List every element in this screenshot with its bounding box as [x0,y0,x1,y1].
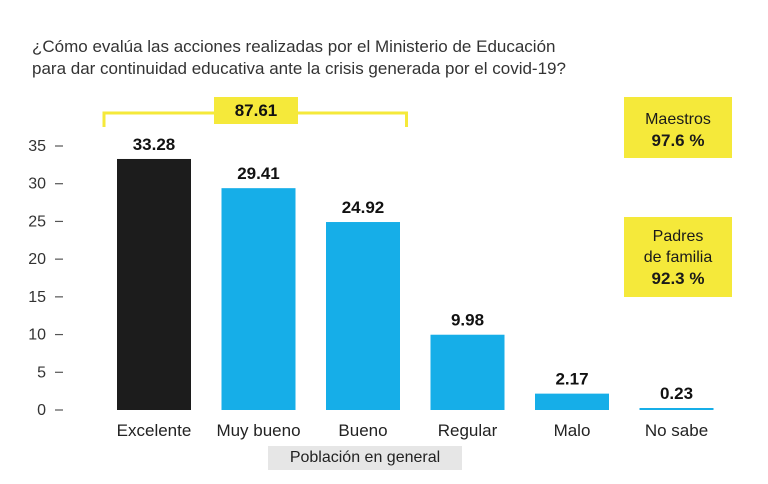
value-label: 0.23 [660,384,693,403]
y-tick-label: 5 [37,364,46,381]
parents-label-line-1: Padres [652,228,704,245]
teachers-label: Maestros [645,111,711,128]
x-axis-label: Población en general [268,446,462,470]
x-tick-label: Bueno [338,421,387,440]
bar-malo [535,393,609,410]
x-tick-label: Muy bueno [216,421,300,440]
parents-value: 92.3 % [651,269,705,288]
bracket-total-label: 87.61 [214,97,298,124]
value-label: 29.41 [237,164,280,183]
x-tick-label: Regular [438,421,498,440]
parents-label-line-2: de familia [643,249,713,266]
x-tick-label: Excelente [117,421,192,440]
teachers-box: Maestros 97.6 % [624,97,732,158]
bar-no-sabe [639,408,714,410]
value-label: 24.92 [342,198,385,217]
x-tick-label: Malo [554,421,591,440]
title-line-2: para dar continuidad educativa ante la c… [32,59,566,78]
x-tick-label: No sabe [645,421,708,440]
y-tick-label: 0 [37,402,46,419]
teachers-value: 97.6 % [651,131,705,150]
bracket-line [102,111,408,127]
y-tick-label: 30 [28,176,46,193]
title-line-1: ¿Cómo evalúa las acciones realizadas por… [32,37,556,56]
parents-box: Padres de familia 92.3 % [624,217,732,297]
y-tick-label: 20 [28,251,46,268]
bar-regular [430,334,505,410]
bar-excelente [117,158,191,410]
y-tick-label: 35 [28,138,46,155]
value-label: 2.17 [555,370,588,389]
y-tick-label: 25 [28,213,46,230]
value-label: 33.28 [133,135,176,154]
value-label: 9.98 [451,311,484,330]
y-tick-label: 15 [28,289,46,306]
y-tick-label: 10 [28,327,46,344]
bar-muy-bueno [221,188,296,410]
bar-bueno [326,222,400,410]
chart-title: ¿Cómo evalúa las acciones realizadas por… [32,36,632,80]
